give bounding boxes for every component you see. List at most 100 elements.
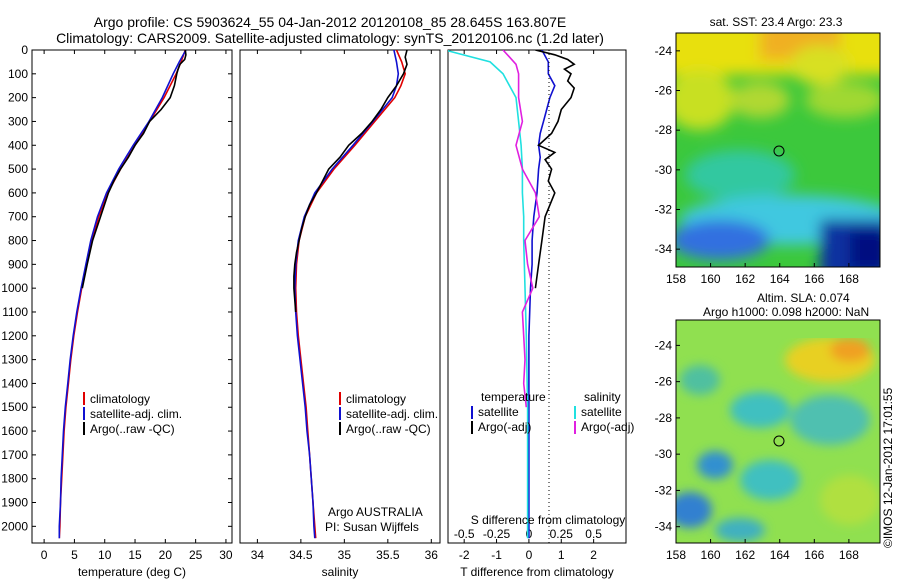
sla-map-lat-label: -26 <box>655 375 673 389</box>
legend-label-satellite: satellite-adj. clim. <box>90 407 182 421</box>
legend-label-climatology: climatology <box>90 392 150 406</box>
sla-heatmap <box>676 320 880 543</box>
series-line-satellite-adj-clim <box>293 50 400 539</box>
temperature-x-tick-label: 20 <box>159 548 173 562</box>
depth-tick-label: 1100 <box>2 305 28 319</box>
salinity-lines <box>293 50 408 539</box>
argo-annotation-line1: Argo AUSTRALIA <box>328 505 423 519</box>
depth-tick-label: 1300 <box>1 353 28 367</box>
depth-tick-label: 1000 <box>1 281 28 295</box>
series-line-climatology <box>294 50 407 539</box>
sla-map-lat-label: -28 <box>655 411 673 425</box>
difference-top-tick-label: -0.5 <box>454 527 475 541</box>
sla-map-title-1: Altim. SLA: 0.074 <box>757 291 850 305</box>
depth-tick-label: 500 <box>8 162 28 176</box>
sla-map-frame <box>675 319 881 544</box>
sla-map-lon-label: 164 <box>770 548 790 562</box>
depth-tick-label: 300 <box>8 114 28 128</box>
sla-map-lon-label: 166 <box>804 548 824 562</box>
salinity-xlabel: salinity <box>322 565 359 579</box>
title-line-2: Climatology: CARS2009. Satellite-adjuste… <box>56 30 604 46</box>
difference-top-tick-label: 0.5 <box>585 527 602 541</box>
depth-tick-label: 1900 <box>1 496 28 510</box>
temperature-xlabel: temperature (deg C) <box>78 565 186 579</box>
sst-map-lon-label: 168 <box>839 272 859 286</box>
temperature-x-axis: 0 5 10 15 20 25 30 <box>41 50 233 562</box>
sla-map-title-2: Argo h1000: 0.098 h2000: NaN <box>703 305 869 319</box>
temperature-panel-frame <box>31 49 233 544</box>
sla-map-lat-label: -30 <box>655 447 673 461</box>
sst-map-lon-label: 158 <box>666 272 686 286</box>
temperature-x-tick-label: 5 <box>71 548 78 562</box>
sst-map-lat-label: -26 <box>655 84 673 98</box>
depth-tick-label: 800 <box>8 234 28 248</box>
depth-tick-label: 1500 <box>1 400 28 414</box>
salinity-x-axis: 34 34.5 35 35.5 36 <box>251 50 439 562</box>
sst-map-axes: 158 160 162 164 166 168 -24 -26 -28 -30 -32 -34 <box>655 44 860 286</box>
depth-tick-label: 1200 <box>1 329 28 343</box>
salinity-legend: climatology satellite-adj. clim. Argo(..… <box>325 392 438 534</box>
difference-legend: temperature satellite Argo(-adj) salinit… <box>471 390 634 434</box>
sla-argo-marker <box>773 435 785 447</box>
legend-label-temp-argo: Argo(-adj) <box>478 420 531 434</box>
series-line-argo-raw-qc <box>81 50 187 289</box>
sla-map-lon-label: 162 <box>735 548 755 562</box>
sla-map-lat-label: -24 <box>655 338 673 352</box>
sst-map-lon-label: 166 <box>804 272 824 286</box>
legend-label-temp-satellite: satellite <box>478 405 519 419</box>
depth-tick-label: 1800 <box>1 472 28 486</box>
legend-title-temperature: temperature <box>481 390 546 404</box>
sst-map-title: sat. SST: 23.4 Argo: 23.3 <box>710 15 843 29</box>
depth-tick-label: 400 <box>8 138 28 152</box>
sst-map-lat-label: -34 <box>655 242 673 256</box>
depth-tick-label: 700 <box>8 210 28 224</box>
salinity-x-tick-label: 35 <box>338 548 352 562</box>
sst-map-lon-label: 164 <box>770 272 790 286</box>
series-line-climatology <box>58 50 187 539</box>
depth-tick-label: 1400 <box>1 376 28 390</box>
series-line-argo-raw-qc <box>293 50 408 313</box>
difference-top-tick-label: -0.25 <box>483 527 511 541</box>
salinity-x-tick-label: 36 <box>425 548 439 562</box>
series-line-temperature-argo-adj <box>534 50 576 289</box>
sst-map-lat-label: -28 <box>655 123 673 137</box>
difference-lines <box>448 50 576 539</box>
difference-xlabel-top: S difference from climatology <box>471 513 626 527</box>
sla-map-lat-label: -32 <box>655 483 673 497</box>
legend-label-sal-satellite: satellite <box>581 405 622 419</box>
salinity-x-tick-label: 35.5 <box>376 548 400 562</box>
depth-tick-label: 200 <box>8 91 28 105</box>
salinity-x-tick-label: 34 <box>251 548 265 562</box>
legend-label-satellite: satellite-adj. clim. <box>346 407 438 421</box>
temperature-lines <box>58 50 187 539</box>
sst-map-lon-label: 162 <box>735 272 755 286</box>
temperature-legend: climatology satellite-adj. clim. Argo(..… <box>83 392 182 436</box>
sst-map-frame <box>675 32 881 268</box>
sst-map-lat-label: -24 <box>655 44 673 58</box>
series-line-salinity-argo-adj <box>502 50 541 408</box>
depth-axis: 0 100 200 300 400 500 600 700 800 900 1000 1100 1200… <box>1 43 232 533</box>
series-line-temperature-satellite <box>528 50 556 539</box>
difference-x-axis: -2 -1 0 1 2-0.5 -0.25 0 0.25 0.5 <box>454 50 602 562</box>
sst-heatmap <box>676 33 880 267</box>
temperature-x-tick-label: 15 <box>128 548 142 562</box>
sla-map-lon-label: 158 <box>666 548 686 562</box>
copyright-footer: ©IMOS 12-Jan-2012 17:01:55 <box>881 387 895 548</box>
sla-map-lon-label: 160 <box>701 548 721 562</box>
depth-tick-label: 900 <box>8 257 28 271</box>
legend-title-salinity: salinity <box>584 390 621 404</box>
title-line-1: Argo profile: CS 5903624_55 04-Jan-2012 … <box>93 14 567 30</box>
difference-xlabel: T difference from climatology <box>460 565 614 579</box>
legend-label-climatology: climatology <box>346 392 406 406</box>
sla-map-lon-label: 168 <box>839 548 859 562</box>
temperature-x-tick-label: 10 <box>98 548 112 562</box>
legend-label-sal-argo: Argo(-adj) <box>581 420 634 434</box>
sst-argo-marker <box>773 145 785 157</box>
depth-tick-label: 0 <box>21 43 28 57</box>
depth-tick-label: 600 <box>8 186 28 200</box>
sst-map-lat-label: -32 <box>655 202 673 216</box>
temperature-x-tick-label: 0 <box>41 548 48 562</box>
difference-top-tick-label: 0.25 <box>550 527 574 541</box>
legend-label-argo: Argo(..raw -QC) <box>90 422 175 436</box>
